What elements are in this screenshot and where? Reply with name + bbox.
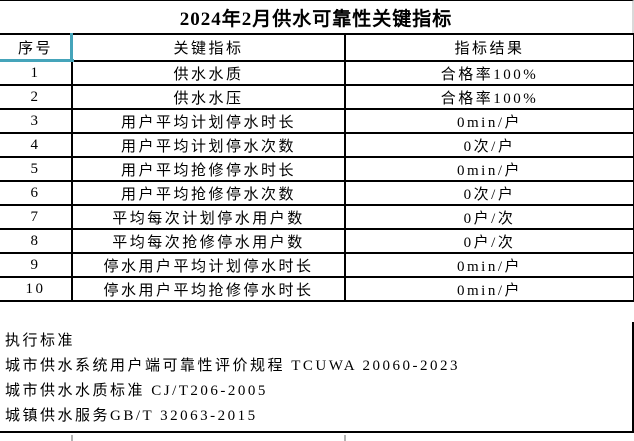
cell-text: 0min/户 — [456, 282, 522, 299]
table-title-text: 2024年2月供水可靠性关键指标 — [179, 8, 453, 30]
cell-text: 供水水质 — [173, 66, 244, 83]
cell-selection-border-bottom — [0, 59, 74, 62]
cell-result[interactable]: 0次/户 — [344, 180, 634, 206]
cell-indicator[interactable]: 供水水压 — [71, 84, 346, 110]
cell-text: 0户/次 — [463, 210, 516, 227]
standards-note-line: 城镇供水服务GB/T 32063-2015 — [5, 408, 258, 424]
cell-result[interactable]: 合格率100% — [344, 60, 634, 86]
column-header-no[interactable]: 序号 — [0, 33, 73, 62]
table-row: 4 用户平均计划停水次数 0次/户 — [0, 132, 634, 158]
cell-text: 1 — [30, 64, 41, 81]
cell-indicator[interactable]: 供水水质 — [71, 60, 346, 86]
cell-no[interactable]: 6 — [0, 180, 73, 206]
cell-no[interactable]: 2 — [0, 84, 73, 110]
cell-text: 平均每次抢修停水用户数 — [112, 234, 305, 251]
cell-result[interactable]: 合格率100% — [344, 84, 634, 110]
cell-result[interactable]: 0户/次 — [344, 228, 634, 254]
cell-text: 合格率100% — [440, 66, 539, 83]
cell-text: 用户平均抢修停水时长 — [120, 162, 296, 179]
header-row: 序号 关键指标 指标结果 — [0, 33, 634, 62]
gridline-stub — [71, 435, 73, 441]
cell-result[interactable]: 0户/次 — [344, 204, 634, 230]
cell-indicator[interactable]: 平均每次计划停水用户数 — [71, 204, 346, 230]
cell-no[interactable]: 1 — [0, 60, 73, 86]
table-row: 9 停水用户平均计划停水时长 0min/户 — [0, 252, 634, 278]
cell-no[interactable]: 7 — [0, 204, 73, 230]
cell-text: 4 — [30, 136, 41, 153]
cell-text: 3 — [30, 112, 41, 129]
indicator-table: 序号 关键指标 指标结果 1 供水水质 合格率100% 2 供水水压 合格率10… — [0, 33, 634, 302]
cell-text: 用户平均计划停水次数 — [120, 138, 296, 155]
cell-indicator[interactable]: 平均每次抢修停水用户数 — [71, 228, 346, 254]
table-row: 2 供水水压 合格率100% — [0, 84, 634, 110]
cell-text: 5 — [30, 160, 41, 177]
cell-text: 6 — [30, 184, 41, 201]
cell-no[interactable]: 4 — [0, 132, 73, 158]
cell-indicator[interactable]: 停水用户平均抢修停水时长 — [71, 276, 346, 302]
cell-text: 0次/户 — [463, 186, 516, 203]
cell-indicator[interactable]: 用户平均抢修停水次数 — [71, 180, 346, 206]
cell-no[interactable]: 9 — [0, 252, 73, 278]
cell-text: 0min/户 — [456, 258, 522, 275]
cell-text: 用户平均计划停水时长 — [120, 114, 296, 131]
column-header-result[interactable]: 指标结果 — [344, 33, 634, 62]
cell-result[interactable]: 0次/户 — [344, 132, 634, 158]
cell-text: 停水用户平均计划停水时长 — [103, 258, 314, 275]
cell-text: 7 — [30, 208, 41, 225]
cell-result[interactable]: 0min/户 — [344, 108, 634, 134]
gridline-stub — [344, 435, 346, 441]
cell-result[interactable]: 0min/户 — [344, 252, 634, 278]
cell-text: 供水水压 — [173, 90, 244, 107]
cell-no[interactable]: 5 — [0, 156, 73, 182]
cell-text: 0min/户 — [456, 162, 522, 179]
cell-no[interactable]: 10 — [0, 276, 73, 302]
table-row: 5 用户平均抢修停水时长 0min/户 — [0, 156, 634, 182]
cell-result[interactable]: 0min/户 — [344, 156, 634, 182]
cell-text: 10 — [25, 280, 46, 297]
standards-note-heading: 执行标准 — [5, 333, 76, 349]
table-row: 1 供水水质 合格率100% — [0, 60, 634, 86]
cell-text: 2 — [30, 88, 41, 105]
cell-text: 0次/户 — [463, 138, 516, 155]
cell-selection-border-right — [70, 33, 73, 62]
column-header-indicator-text: 关键指标 — [173, 41, 244, 57]
cell-text: 0户/次 — [463, 234, 516, 251]
cell-text: 用户平均抢修停水次数 — [120, 186, 296, 203]
cell-indicator[interactable]: 停水用户平均计划停水时长 — [71, 252, 346, 278]
cell-text: 合格率100% — [440, 90, 539, 107]
cell-indicator[interactable]: 用户平均计划停水时长 — [71, 108, 346, 134]
column-header-result-text: 指标结果 — [454, 41, 525, 57]
cell-text: 9 — [30, 256, 41, 273]
cell-text: 0min/户 — [456, 114, 522, 131]
column-header-no-text: 序号 — [17, 41, 53, 57]
table-row: 3 用户平均计划停水时长 0min/户 — [0, 108, 634, 134]
table-title: 2024年2月供水可靠性关键指标 — [0, 0, 634, 33]
cell-result[interactable]: 0min/户 — [344, 276, 634, 302]
standards-note-line: 城市供水水质标准 CJ/T206-2005 — [5, 383, 268, 399]
cell-no[interactable]: 8 — [0, 228, 73, 254]
cell-no[interactable]: 3 — [0, 108, 73, 134]
cell-indicator[interactable]: 用户平均计划停水次数 — [71, 132, 346, 158]
table-row: 7 平均每次计划停水用户数 0户/次 — [0, 204, 634, 230]
column-header-indicator[interactable]: 关键指标 — [71, 33, 346, 62]
table-row: 8 平均每次抢修停水用户数 0户/次 — [0, 228, 634, 254]
standards-note-line: 城市供水系统用户端可靠性评价规程 TCUWA 20060-2023 — [5, 358, 460, 374]
cell-text: 停水用户平均抢修停水时长 — [103, 282, 314, 299]
cell-text: 8 — [30, 232, 41, 249]
cell-indicator[interactable]: 用户平均抢修停水时长 — [71, 156, 346, 182]
cell-text: 平均每次计划停水用户数 — [112, 210, 305, 227]
table-row: 6 用户平均抢修停水次数 0次/户 — [0, 180, 634, 206]
table-row: 10 停水用户平均抢修停水时长 0min/户 — [0, 276, 634, 302]
standards-note[interactable]: 执行标准 城市供水系统用户端可靠性评价规程 TCUWA 20060-2023 城… — [0, 322, 634, 433]
